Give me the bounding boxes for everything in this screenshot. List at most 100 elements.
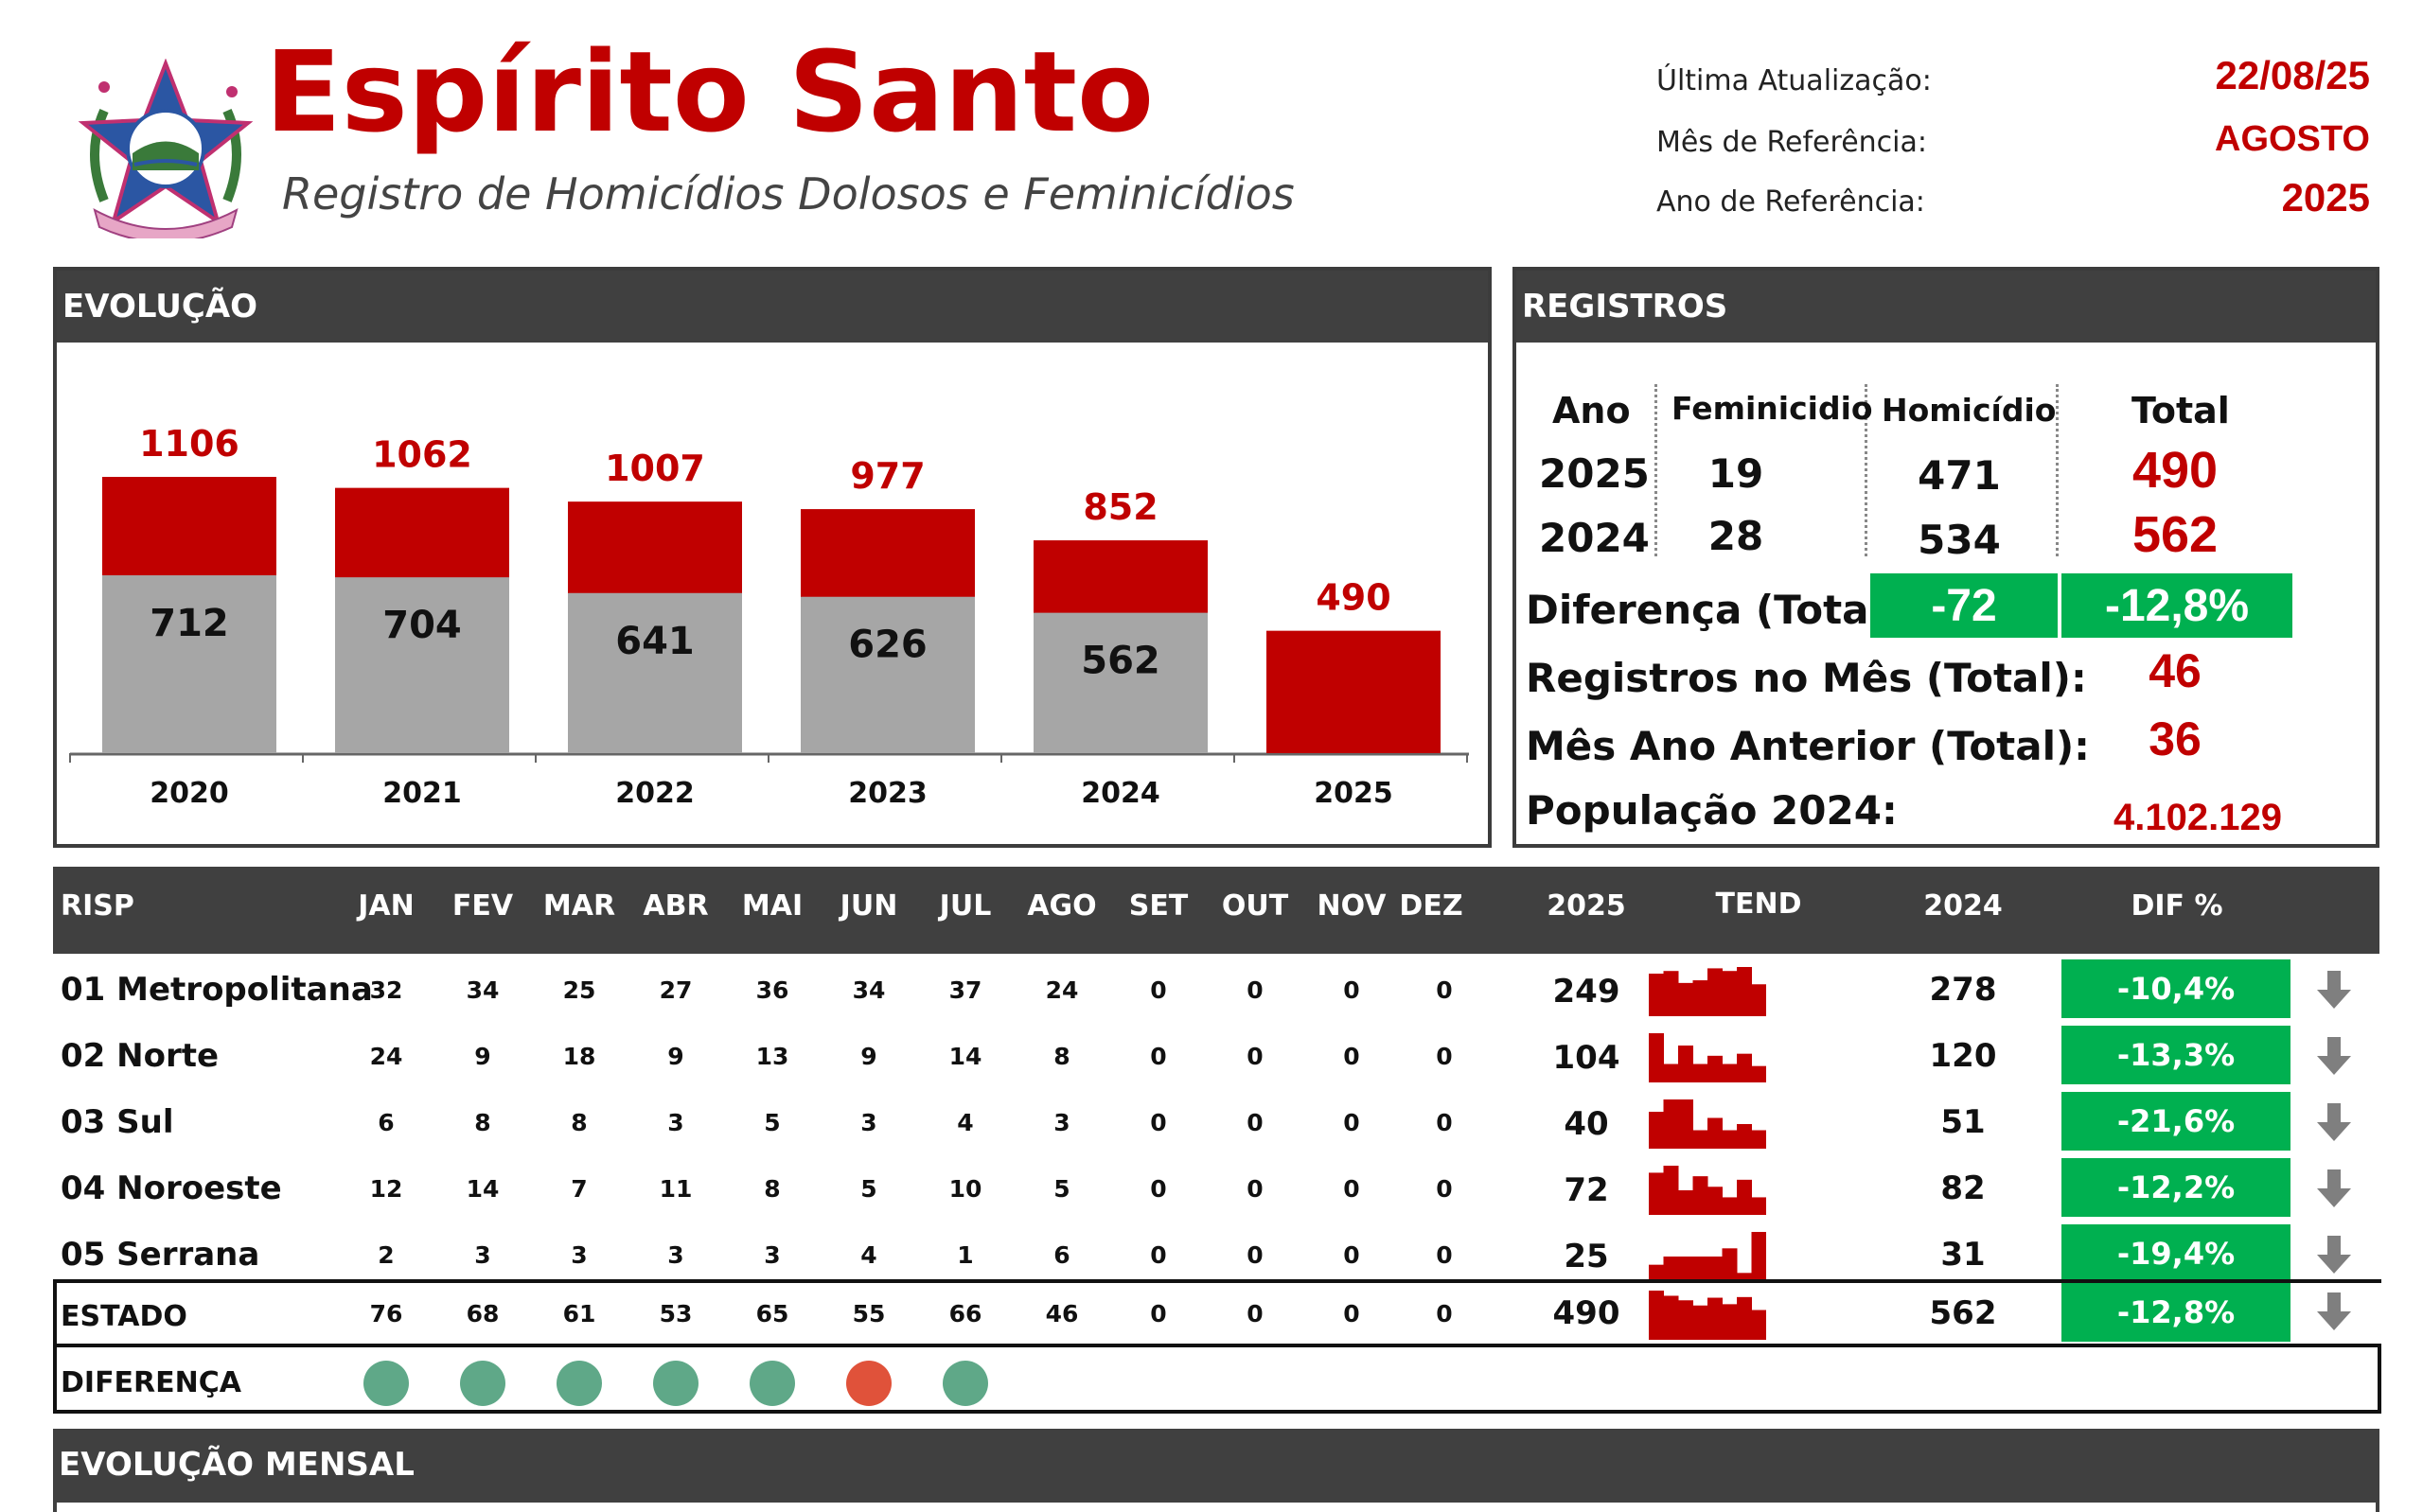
bar-grey-label: 712 <box>150 602 229 645</box>
month-value: 0 <box>1150 1043 1167 1070</box>
trend-sparkline <box>1649 1033 1766 1082</box>
status-dot-down <box>750 1361 795 1406</box>
month-value: 27 <box>659 976 693 1004</box>
bar-total-label: 490 <box>1316 577 1390 619</box>
divider <box>2056 384 2059 556</box>
month-value: 9 <box>860 1043 877 1070</box>
dif-percent-badge: -13,3% <box>2061 1026 2290 1084</box>
spark-bar <box>1663 1166 1679 1215</box>
status-dot-down <box>363 1361 409 1406</box>
month-value: 0 <box>1436 1241 1453 1269</box>
spark-bar <box>1722 1248 1738 1281</box>
spark-bar <box>1707 968 1723 1016</box>
evolucao-mensal-heading: EVOLUÇÃO MENSAL <box>59 1446 415 1484</box>
divider <box>1865 384 1867 556</box>
month-value: 4 <box>957 1109 974 1136</box>
spark-bar <box>1722 1197 1738 1215</box>
x-tick-label: 2025 <box>1314 777 1393 810</box>
evolucao-panel: EVOLUÇÃO 712 1106 2020 704 1062 2021 641 1007 20… <box>53 267 1492 848</box>
month-value: 0 <box>1436 976 1453 1004</box>
value-2025: 104 <box>1552 1039 1620 1077</box>
reference-year-label: Ano de Referência: <box>1656 185 1925 219</box>
spark-bar <box>1737 1273 1752 1281</box>
row-2024-homicidio: 534 <box>1918 517 2001 563</box>
dif-percent-badge: -21,6% <box>2061 1092 2290 1151</box>
trend-down-arrow-icon <box>2317 971 2351 1009</box>
state-coat-of-arms-logo <box>76 58 256 243</box>
month-value: 14 <box>466 1175 500 1203</box>
month-value: 55 <box>852 1300 886 1327</box>
populacao-label: População 2024: <box>1526 787 1898 834</box>
month-value: 0 <box>1247 1043 1264 1070</box>
month-value: 0 <box>1150 976 1167 1004</box>
month-value: 0 <box>1436 1109 1453 1136</box>
reference-month-value: AGOSTO <box>2215 119 2370 159</box>
trend-sparkline <box>1649 1099 1766 1149</box>
divider <box>1654 384 1657 556</box>
spark-bar <box>1722 1064 1738 1082</box>
month-value: 37 <box>948 976 982 1004</box>
bar-grey-label: 641 <box>615 620 695 663</box>
col-header-risp: RISP <box>61 889 134 923</box>
diferenca-label: Diferença (Total): <box>1526 587 1917 633</box>
month-value: 8 <box>474 1109 491 1136</box>
row-2024-feminicidio: 28 <box>1707 513 1764 559</box>
registros-panel: REGISTROS Ano Feminicidio Homicídio Tota… <box>1512 267 2379 848</box>
month-value: 53 <box>659 1300 693 1327</box>
month-value: 5 <box>1053 1175 1070 1203</box>
value-2025: 249 <box>1552 973 1620 1011</box>
month-value: 0 <box>1150 1175 1167 1203</box>
spark-bar <box>1751 984 1766 1016</box>
evolucao-bar-chart: 712 1106 2020 704 1062 2021 641 1007 2022 626 977 2… <box>69 423 1469 810</box>
status-dot-up <box>846 1361 892 1406</box>
spark-bar <box>1751 1130 1766 1149</box>
col-header-jan: JAN <box>358 889 415 923</box>
trend-down-arrow-icon <box>2317 1292 2351 1330</box>
risp-name: 01 Metropolitana <box>61 971 373 1009</box>
spark-bar <box>1678 982 1693 1016</box>
diferenca-abs-value: -72 <box>1870 573 2058 638</box>
row-2024-total: 562 <box>2131 506 2219 563</box>
month-value: 0 <box>1343 1175 1360 1203</box>
month-value: 36 <box>755 976 789 1004</box>
month-value: 0 <box>1150 1109 1167 1136</box>
bar-total-2025 <box>1266 630 1441 753</box>
risp-name: 04 Noroeste <box>61 1169 282 1207</box>
spark-bar <box>1692 1305 1708 1340</box>
month-value: 65 <box>755 1300 789 1327</box>
spark-bar <box>1722 1130 1738 1149</box>
month-value: 34 <box>466 976 500 1004</box>
month-value: 6 <box>1053 1241 1070 1269</box>
month-value: 4 <box>860 1241 877 1269</box>
month-value: 3 <box>1053 1109 1070 1136</box>
month-value: 9 <box>667 1043 684 1070</box>
estado-trend-sparkline <box>1649 1291 1766 1340</box>
spark-bar <box>1692 1064 1708 1082</box>
month-value: 0 <box>1247 976 1264 1004</box>
bar-grey-2024 <box>1034 612 1208 753</box>
col-header-jun: JUN <box>840 889 898 923</box>
month-value: 11 <box>659 1175 693 1203</box>
bar-total-label: 1106 <box>139 423 239 465</box>
value-2024: 31 <box>1940 1236 1986 1274</box>
x-tick-label: 2021 <box>382 777 462 810</box>
bar-grey-label: 562 <box>1081 640 1160 683</box>
risp-name: 05 Serrana <box>61 1236 260 1274</box>
value-2024: 51 <box>1940 1103 1986 1141</box>
spark-bar <box>1692 1257 1708 1281</box>
month-value: 0 <box>1247 1175 1264 1203</box>
estado-dif-badge: -12,8% <box>2061 1283 2290 1342</box>
col-header-feminicidio: Feminicidio <box>1671 390 1873 427</box>
page-title: Espírito Santo <box>265 26 1155 157</box>
diferenca-frame <box>53 1344 2381 1414</box>
dif-percent-badge: -12,2% <box>2061 1158 2290 1217</box>
status-dot-down <box>943 1361 988 1406</box>
spark-bar <box>1678 1257 1693 1281</box>
row-2024-ano: 2024 <box>1539 515 1650 561</box>
month-value: 25 <box>562 976 596 1004</box>
month-value: 13 <box>755 1043 789 1070</box>
mes-ano-anterior-value: 36 <box>2149 712 2202 765</box>
col-header-out: OUT <box>1221 889 1289 923</box>
value-2024: 278 <box>1929 971 1997 1009</box>
spark-bar <box>1649 1033 1664 1082</box>
